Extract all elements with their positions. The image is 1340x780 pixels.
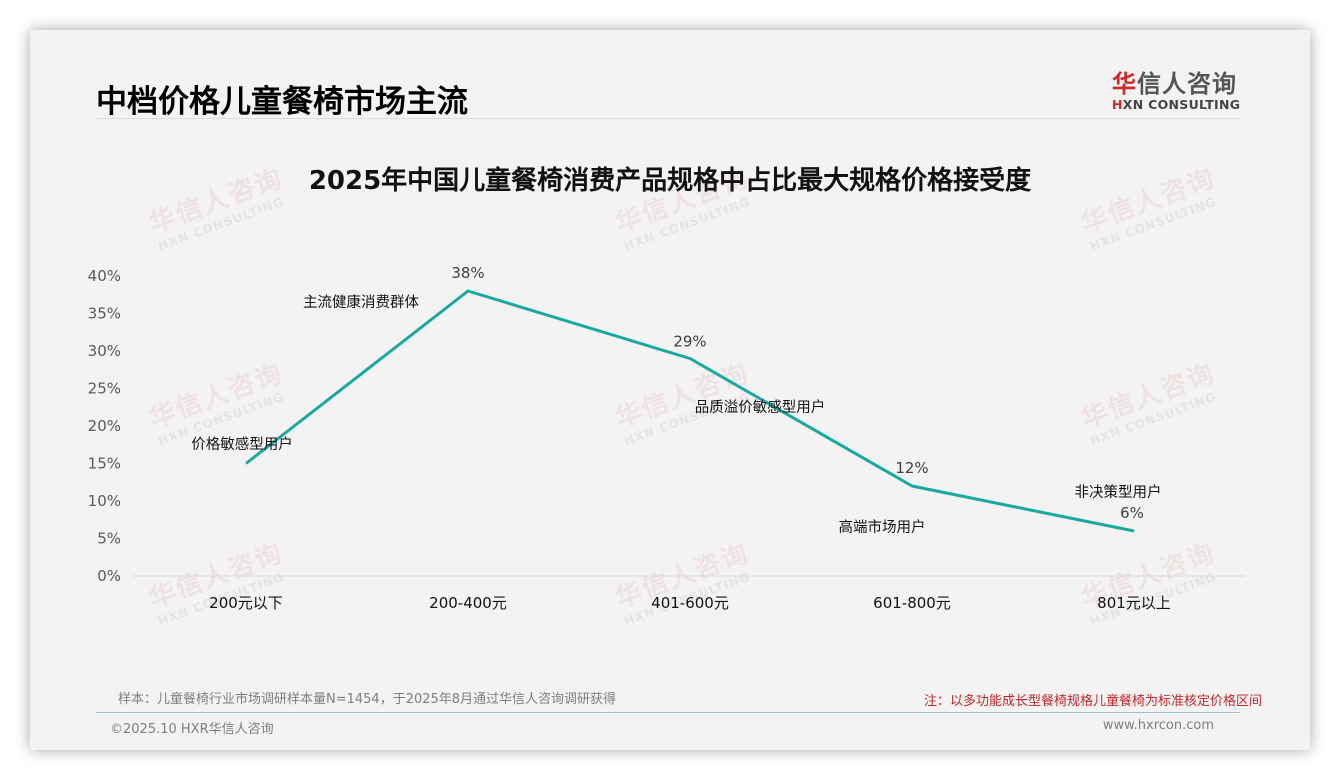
logo-cn-text: 信人咨询 [1137, 70, 1237, 98]
annotation-label: 非决策型用户 [1075, 484, 1162, 501]
y-axis-ticks: 0% 5% 10% 15% 20% 25% 30% 35% 40% [88, 267, 121, 585]
data-label: 29% [673, 333, 706, 351]
logo-en-text: XN CONSULTING [1122, 97, 1241, 112]
line-chart: 0% 5% 10% 15% 20% 25% 30% 35% 40% 200元以下 200-400元… [88, 264, 1245, 612]
copyright: ©2025.10 HXR华信人咨询 [110, 722, 274, 737]
x-tick-label: 200-400元 [429, 594, 507, 612]
chart-title: 2025年中国儿童餐椅消费产品规格中占比最大规格价格接受度 [308, 166, 1032, 196]
x-axis-ticks: 200元以下 200-400元 401-600元 601-800元 801元以上 [209, 594, 1171, 612]
sample-note: 样本：儿童餐椅行业市场调研样本量N=1454，于2025年8月通过华信人咨询调研… [118, 692, 617, 707]
x-tick-label: 801元以上 [1097, 594, 1171, 612]
y-tick-label: 35% [88, 305, 121, 323]
series-line [245, 289, 1135, 533]
data-labels: 38% 29% 12% 6% [451, 264, 1144, 522]
annotation-label: 品质溢价敏感型用户 [695, 399, 826, 416]
y-tick-label: 10% [88, 492, 121, 510]
y-tick-label: 40% [88, 267, 121, 285]
y-tick-label: 15% [88, 455, 121, 473]
slide: 中档价格儿童餐椅市场主流 华信人咨询 HXN CONSULTING 华信人咨询 H… [30, 30, 1310, 750]
remark-note: 注：以多功能成长型餐椅规格儿童餐椅为标准核定价格区间 [923, 694, 1262, 709]
website-link[interactable]: www.hxrcon.com [1102, 718, 1214, 733]
data-label: 12% [895, 459, 928, 477]
annotation-label: 高端市场用户 [839, 519, 926, 536]
page-title: 中档价格儿童餐椅市场主流 [96, 84, 468, 120]
logo-cn-accent: 华 [1112, 70, 1137, 98]
annotation-label: 主流健康消费群体 [303, 294, 419, 311]
y-tick-label: 25% [88, 380, 121, 398]
x-tick-label: 601-800元 [873, 594, 951, 612]
y-tick-label: 0% [97, 567, 121, 585]
company-logo: 华信人咨询 HXN CONSULTING [1112, 64, 1240, 112]
footer-divider [96, 712, 1240, 713]
y-tick-label: 5% [97, 530, 121, 548]
x-tick-label: 200元以下 [209, 594, 283, 612]
x-tick-label: 401-600元 [651, 594, 729, 612]
data-label: 38% [451, 264, 484, 282]
annotation-label: 价格敏感型用户 [191, 436, 293, 453]
y-tick-label: 30% [88, 342, 121, 360]
data-label: 6% [1120, 504, 1144, 522]
header-divider [96, 118, 1240, 119]
logo-en-accent: H [1112, 97, 1123, 112]
y-tick-label: 20% [88, 417, 121, 435]
